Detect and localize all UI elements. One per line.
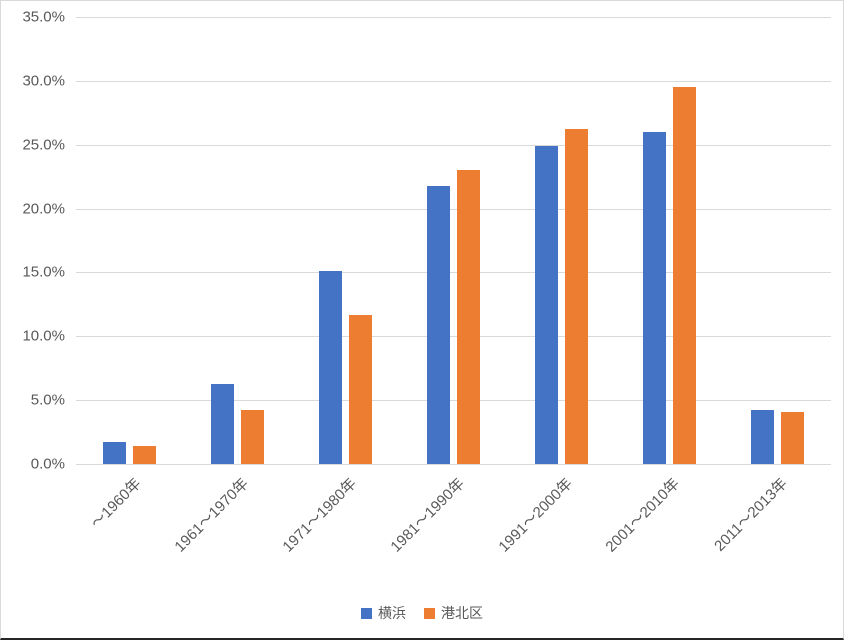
bar-横浜 (534, 146, 558, 464)
bar-横浜 (103, 442, 127, 464)
gridline (76, 400, 831, 402)
bar-横浜 (427, 185, 450, 464)
bar-group (400, 17, 508, 464)
y-tick-label: 5.0% (30, 391, 65, 409)
legend-label: 横浜 (378, 605, 406, 621)
bar-横浜 (750, 410, 774, 464)
y-tick-label: 20.0% (22, 200, 65, 218)
bar-港北区 (457, 170, 480, 464)
legend-swatch (361, 607, 372, 619)
y-tick-label: 0.0% (30, 455, 65, 473)
legend-item-横浜: 横浜 (361, 603, 406, 623)
bar-港北区 (241, 410, 265, 464)
bar-group (507, 17, 615, 464)
bar-港北区 (780, 411, 804, 464)
bar-港北区 (672, 87, 696, 464)
legend-item-港北区: 港北区 (424, 603, 483, 623)
x-axis-category: 1961～1970年 (171, 468, 292, 586)
x-axis-category: ～1960年 (76, 468, 184, 586)
bar-横浜 (642, 131, 666, 464)
x-axis-labels: ～1960年 1961～1970年 1971～1980年 1981～1990年 1991… (76, 468, 831, 586)
gridline (76, 144, 831, 146)
x-axis-line (76, 464, 831, 465)
bar-group (292, 17, 400, 464)
bar-group (723, 17, 831, 464)
bar-group (76, 17, 184, 464)
x-axis-category: 1981～1990年 (387, 468, 508, 586)
plot-area (76, 17, 831, 465)
gridline (76, 336, 831, 338)
bar-港北区 (564, 129, 588, 464)
x-axis-category: 1971～1980年 (279, 468, 400, 586)
legend-swatch (424, 607, 435, 619)
bar-港北区 (133, 446, 157, 464)
gridline (76, 17, 831, 18)
bar-group (184, 17, 292, 464)
x-tick-label: ～1960年 (87, 475, 145, 532)
x-axis-category: 2011～2013年 (712, 468, 831, 586)
y-tick-label: 35.0% (22, 8, 65, 26)
bar-group (615, 17, 723, 464)
bar-横浜 (211, 383, 235, 464)
y-tick-label: 25.0% (22, 136, 65, 154)
bar-港北区 (349, 314, 373, 464)
x-axis-category: 1991～2000年 (495, 468, 615, 586)
bar-横浜 (319, 271, 343, 464)
x-axis-category: 2001～2010年 (603, 468, 723, 586)
gridline (76, 272, 831, 274)
y-tick-label: 15.0% (22, 263, 65, 281)
y-tick-label: 10.0% (22, 327, 65, 345)
legend: 横浜 港北区 (1, 602, 843, 624)
y-axis: 0.0% 5.0% 10.0% 15.0% 20.0% 25.0% 30.0% 35.0% (1, 9, 65, 473)
legend-label: 港北区 (441, 605, 483, 621)
bar-groups (76, 17, 831, 464)
gridline (76, 208, 831, 210)
y-tick-label: 30.0% (22, 72, 65, 90)
gridline (76, 80, 831, 82)
